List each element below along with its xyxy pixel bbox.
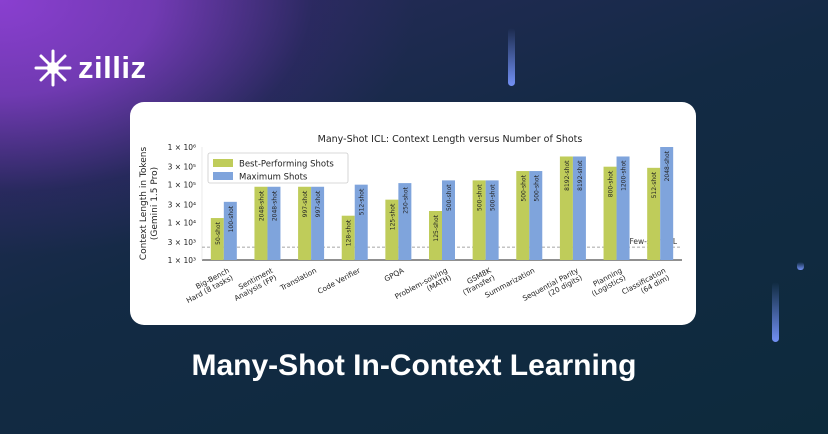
x-tick-label: Code Verifier xyxy=(316,266,362,296)
bar xyxy=(429,210,442,260)
bar-data-label: 1200-shot xyxy=(621,160,628,191)
bar-data-label: 8192-shot xyxy=(564,160,571,191)
x-tick-label-line: GPQA xyxy=(383,266,406,284)
y-tick-label: 1 × 10⁶ xyxy=(168,143,196,152)
bar-data-label: 997-shot xyxy=(302,190,309,217)
bar-data-label: 125-shot xyxy=(433,214,440,241)
bar-data-label: 100-shot xyxy=(228,205,235,232)
y-axis-label: Context Length in Tokens xyxy=(139,147,149,261)
chart-card: Many-Shot ICL: Context Length versus Num… xyxy=(130,102,696,325)
y-tick-label: 1 × 10⁴ xyxy=(168,218,196,227)
bar-data-label: 512-shot xyxy=(359,188,366,215)
bar xyxy=(267,186,281,260)
sparkle-icon xyxy=(34,49,72,87)
legend-swatch xyxy=(213,172,233,180)
bar-data-label: 997-shot xyxy=(315,190,322,217)
decorative-glow-bar xyxy=(508,28,515,86)
y-tick-label: 1 × 10⁵ xyxy=(168,181,196,190)
y-tick-label: 3 × 10⁵ xyxy=(168,163,196,172)
x-tick-label: SentimentAnalysis (FP) xyxy=(229,266,278,303)
bar xyxy=(529,171,543,260)
x-tick-label: Translation xyxy=(278,266,318,293)
bar xyxy=(472,180,486,260)
bar xyxy=(341,215,355,260)
bar-data-label: 8192-shot xyxy=(577,160,584,191)
bar xyxy=(616,156,630,260)
bar xyxy=(647,167,661,260)
brand-logo: zilliz xyxy=(34,49,146,87)
bar xyxy=(385,199,399,260)
bar-data-label: 500-shot xyxy=(477,184,484,211)
bar xyxy=(354,184,368,260)
page-headline: Many-Shot In-Context Learning xyxy=(191,349,637,382)
legend-label: Maximum Shots xyxy=(239,173,308,183)
bar xyxy=(298,186,312,260)
bar-data-label: 800-shot xyxy=(608,170,615,197)
bar xyxy=(223,201,237,260)
legend-box xyxy=(207,152,349,184)
bar-data-label: 2048-shot xyxy=(271,190,278,221)
x-tick-label-line: Code Verifier xyxy=(316,266,362,296)
bar-data-label: 500-shot xyxy=(533,174,540,201)
legend-swatch xyxy=(213,159,233,167)
bar-data-label: 125-shot xyxy=(389,203,396,230)
x-tick-label-line: Translation xyxy=(278,266,318,293)
bar-data-label: 2048-shot xyxy=(258,190,265,221)
decorative-glow-bar xyxy=(772,282,779,342)
y-axis-label: (Gemini 1.5 Pro) xyxy=(150,167,160,240)
bar-data-label: 2048-shot xyxy=(664,150,671,181)
bar-data-label: 512-shot xyxy=(651,171,658,198)
bar-chart: Many-Shot ICL: Context Length versus Num… xyxy=(139,134,682,305)
y-tick-label: 3 × 10³ xyxy=(168,238,196,247)
legend-label: Best-Performing Shots xyxy=(239,160,334,170)
bar xyxy=(660,147,674,260)
y-tick-label: 3 × 10⁴ xyxy=(168,200,196,209)
y-tick-label: 1 × 10³ xyxy=(168,256,196,265)
bar-data-label: 500-shot xyxy=(520,174,527,201)
chart-title: Many-Shot ICL: Context Length versus Num… xyxy=(318,134,583,145)
bar-data-label: 500-shot xyxy=(446,184,453,211)
x-tick-label: Big-BenchHard (8 tasks) xyxy=(181,266,235,305)
bar-data-label: 128-shot xyxy=(346,219,353,246)
bar xyxy=(254,186,268,260)
x-tick-label: GPQA xyxy=(383,266,406,284)
bar xyxy=(485,180,499,260)
bar xyxy=(559,156,573,260)
x-tick-label: Planning(Logistics) xyxy=(586,266,627,299)
bar xyxy=(210,218,224,260)
bar-data-label: 500-shot xyxy=(490,184,497,211)
x-tick-label: Classification(64 dim) xyxy=(620,266,671,304)
bar-data-label: 250-shot xyxy=(402,186,409,213)
bar xyxy=(516,171,530,260)
bar-data-label: 50-shot xyxy=(215,221,222,244)
bar xyxy=(398,183,412,260)
bar xyxy=(311,186,325,260)
decorative-glow-bar xyxy=(797,262,804,270)
brand-name: zilliz xyxy=(78,50,147,85)
bar xyxy=(572,156,586,260)
bar xyxy=(442,180,455,260)
bar xyxy=(603,166,617,260)
